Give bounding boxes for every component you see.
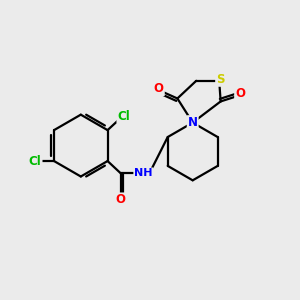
Text: Cl: Cl bbox=[117, 110, 130, 123]
Text: N: N bbox=[188, 116, 198, 129]
Text: O: O bbox=[154, 82, 164, 95]
Text: S: S bbox=[216, 73, 225, 86]
Text: O: O bbox=[235, 87, 245, 100]
Text: NH: NH bbox=[134, 168, 153, 178]
Text: Cl: Cl bbox=[29, 154, 42, 167]
Text: O: O bbox=[116, 194, 126, 206]
